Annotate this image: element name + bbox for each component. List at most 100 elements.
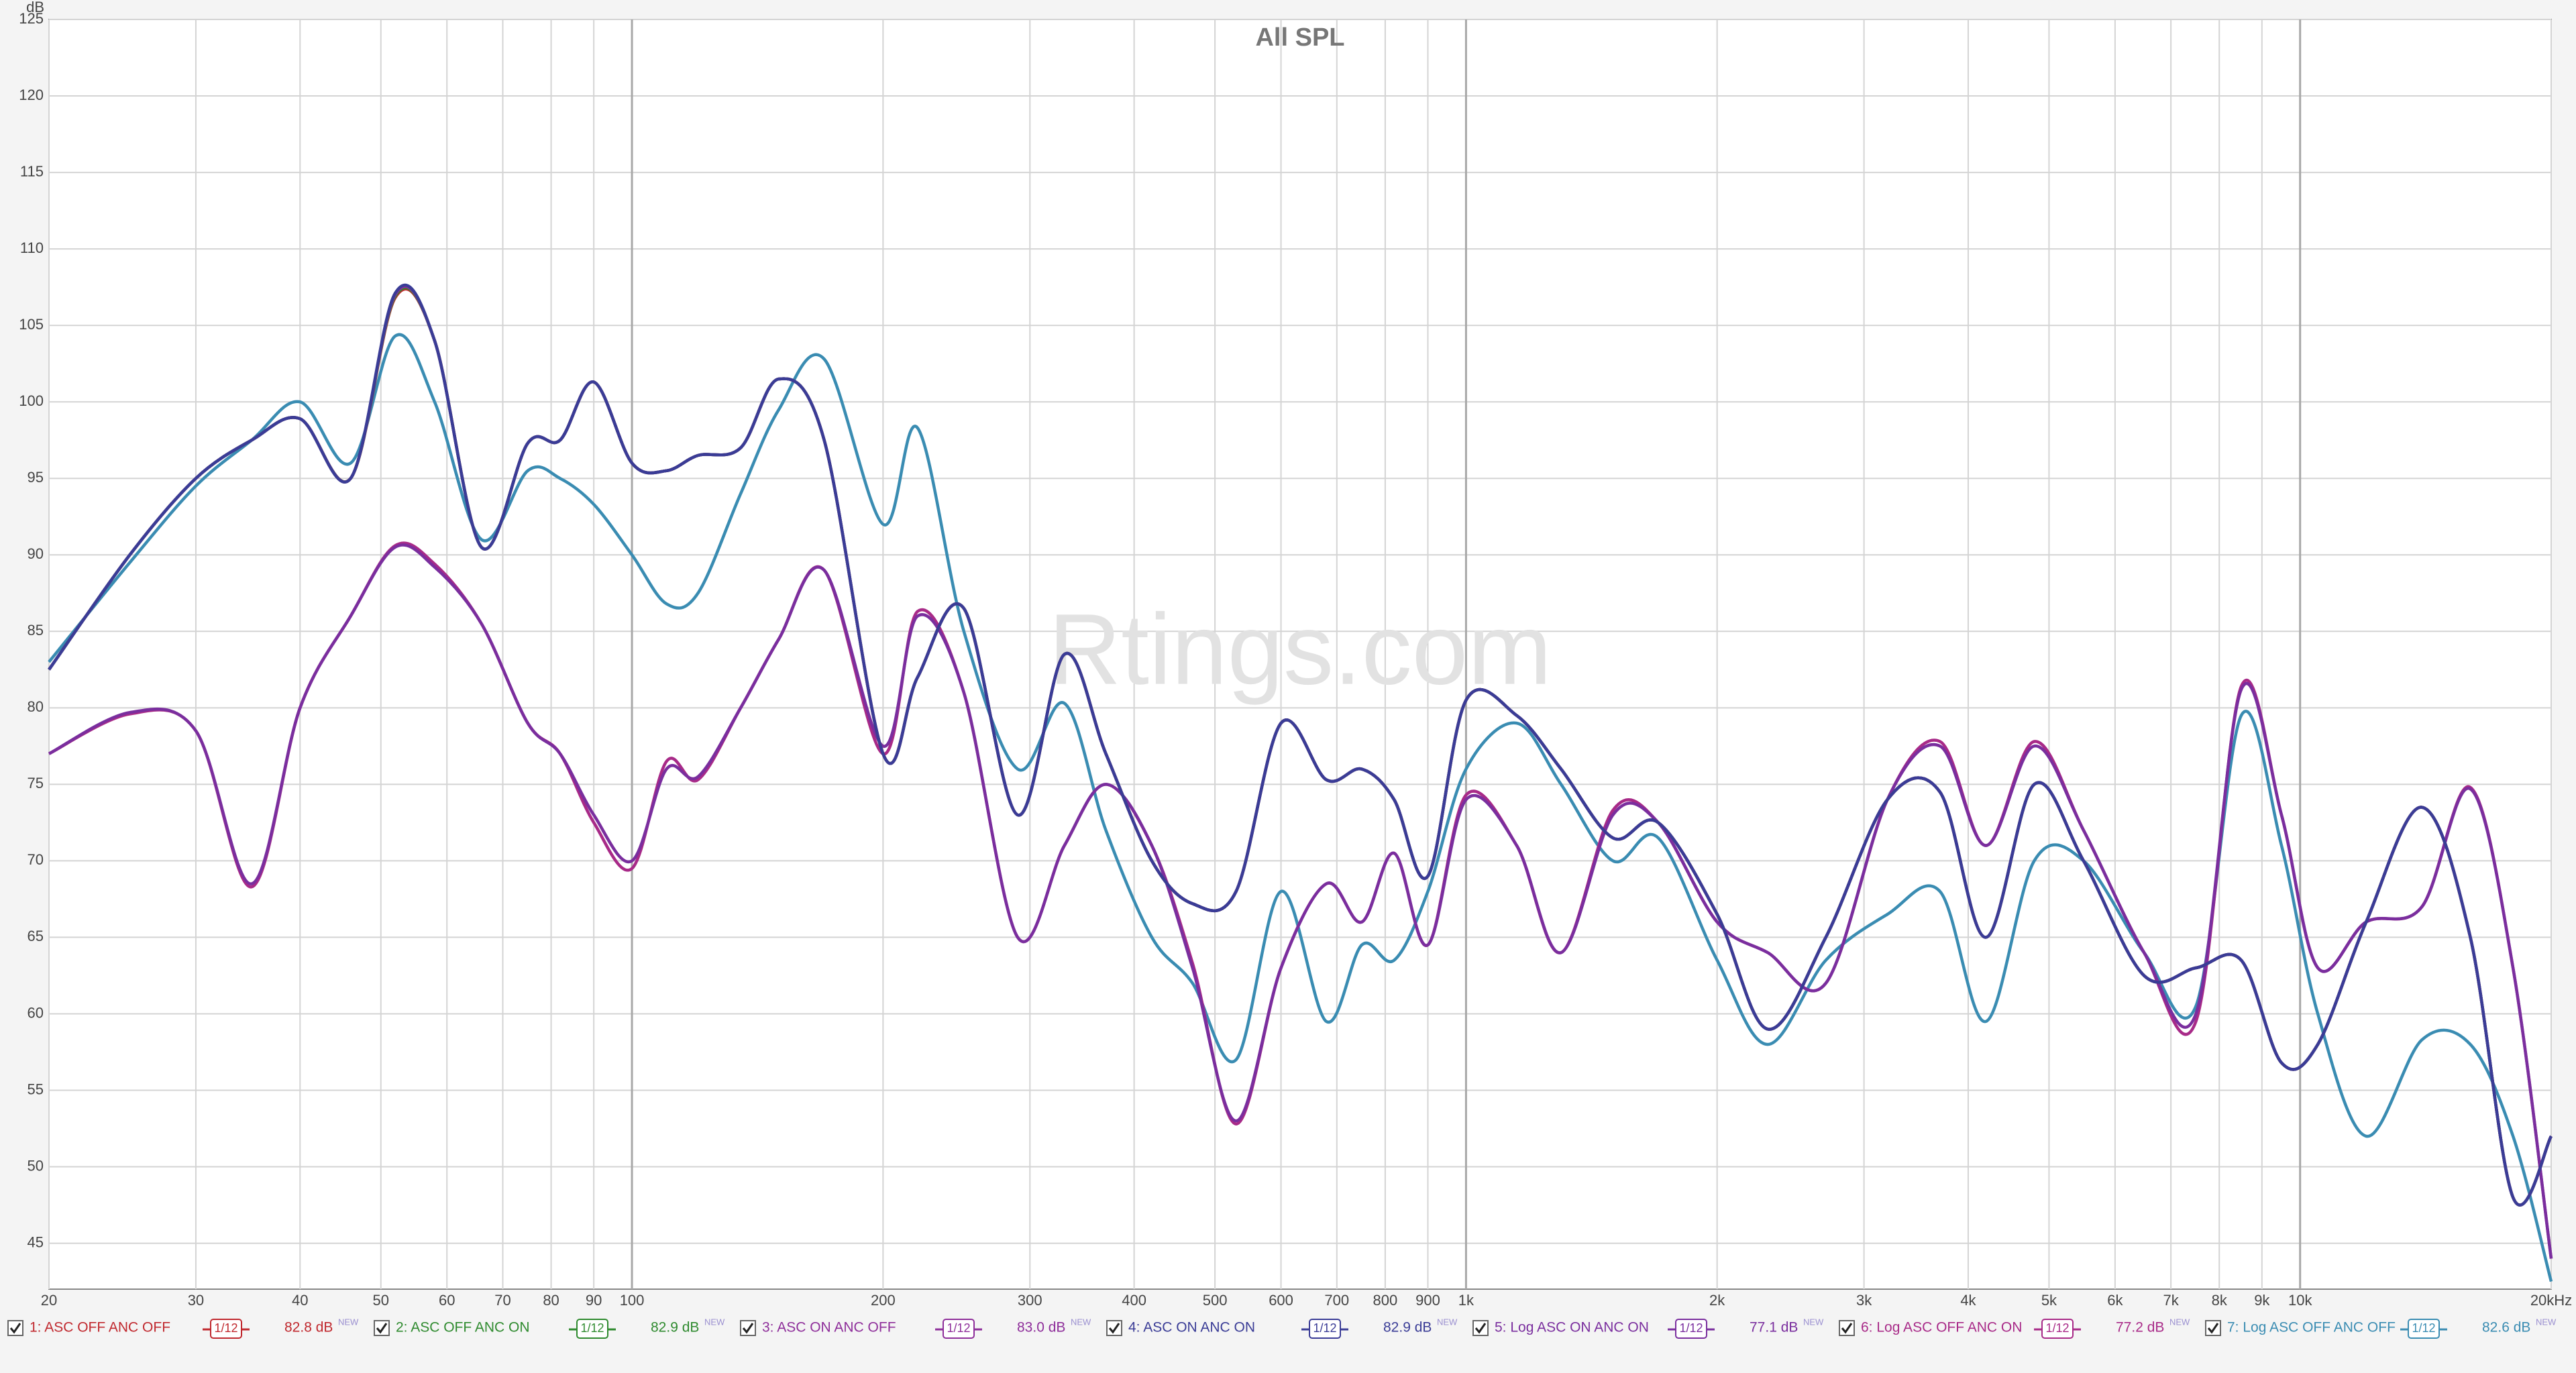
x-tick-label: 500 <box>1203 1292 1228 1309</box>
checkmark <box>1474 1323 1487 1334</box>
y-tick-label: 105 <box>19 316 44 333</box>
legend-label[interactable]: 5: Log ASC ON ANC ON <box>1495 1320 1649 1335</box>
legend-bar <box>0 1308 2576 1373</box>
checkmark <box>9 1323 21 1334</box>
y-tick-label: 80 <box>28 698 44 715</box>
plot-area <box>48 19 2552 1290</box>
level-label: 82.9 dB <box>651 1320 699 1335</box>
x-tick-label: 40 <box>292 1292 308 1309</box>
legend-checkbox[interactable] <box>2205 1320 2221 1336</box>
badge: NEW <box>2536 1317 2557 1327</box>
x-tick-label: 100 <box>620 1292 645 1309</box>
legend-label[interactable]: 4: ASC ON ANC ON <box>1128 1320 1255 1335</box>
series-line <box>48 283 2553 1207</box>
smoothing-box[interactable] <box>1675 1319 1707 1339</box>
x-tick-label: 7k <box>2163 1292 2179 1309</box>
level-label: 82.6 dB <box>2482 1320 2530 1335</box>
badge: NEW <box>704 1317 725 1327</box>
y-tick-label: 100 <box>19 392 44 409</box>
x-tick-label: 6k <box>2107 1292 2123 1309</box>
x-tick-label: 900 <box>1415 1292 1440 1309</box>
badge: NEW <box>2169 1317 2190 1327</box>
x-tick-label: 1k <box>1458 1292 1474 1309</box>
y-tick-label: 110 <box>20 239 44 256</box>
y-tick-label: 50 <box>28 1157 44 1174</box>
series-line <box>48 333 2553 1282</box>
x-tick-label: 20kHz <box>2530 1292 2572 1309</box>
x-tick-label: 50 <box>373 1292 389 1309</box>
curves <box>48 283 2553 1282</box>
x-tick-label: 5k <box>2041 1292 2057 1309</box>
x-tick-label: 300 <box>1018 1292 1042 1309</box>
smoothing-box[interactable] <box>2041 1319 2074 1339</box>
legend-checkbox[interactable] <box>1839 1320 1855 1336</box>
x-tick-label: 90 <box>586 1292 602 1309</box>
x-tick-label: 30 <box>188 1292 204 1309</box>
y-tick-label: 70 <box>28 851 44 868</box>
x-tick-label: 8k <box>2212 1292 2228 1309</box>
y-tick-label: 45 <box>28 1233 44 1250</box>
checkmark <box>742 1323 754 1334</box>
y-tick-label: 85 <box>28 622 44 639</box>
x-tick-label: 800 <box>1373 1292 1398 1309</box>
series-line <box>48 543 2553 1259</box>
y-tick-label: 115 <box>20 163 44 180</box>
smoothing-label[interactable]: 1/12 <box>1679 1321 1703 1335</box>
legend-label[interactable]: 6: Log ASC OFF ANC ON <box>1861 1320 2022 1335</box>
x-tick-label: 4k <box>1960 1292 1976 1309</box>
y-tick-label: 60 <box>28 1004 44 1021</box>
y-tick-label: 75 <box>28 775 44 791</box>
level-label: 77.2 dB <box>2116 1320 2164 1335</box>
legend-checkbox[interactable] <box>1106 1320 1122 1336</box>
legend-checkbox[interactable] <box>374 1320 390 1336</box>
x-tick-label: 60 <box>439 1292 455 1309</box>
level-label: 83.0 dB <box>1017 1320 1065 1335</box>
legend-label[interactable]: 1: ASC OFF ANC OFF <box>30 1320 170 1335</box>
checkmark <box>376 1323 388 1334</box>
smoothing-box[interactable] <box>576 1319 608 1339</box>
badge: NEW <box>1071 1317 1091 1327</box>
x-tick-label: 3k <box>1856 1292 1872 1309</box>
checkmark <box>2207 1323 2219 1334</box>
y-tick-label: 65 <box>28 928 44 944</box>
x-tick-label: 70 <box>494 1292 511 1309</box>
smoothing-label[interactable]: 1/12 <box>214 1321 237 1335</box>
x-tick-label: 200 <box>871 1292 896 1309</box>
legend-checkbox[interactable] <box>7 1320 23 1336</box>
level-label: 82.8 dB <box>284 1320 333 1335</box>
badge: NEW <box>1803 1317 1824 1327</box>
y-unit: dB <box>26 0 44 15</box>
smoothing-box[interactable] <box>1309 1319 1341 1339</box>
x-tick-label: 10k <box>2288 1292 2312 1309</box>
legend-checkbox[interactable] <box>1472 1320 1489 1336</box>
x-tick-label: 600 <box>1269 1292 1293 1309</box>
x-tick-label: 2k <box>1709 1292 1725 1309</box>
smoothing-label[interactable]: 1/12 <box>580 1321 604 1335</box>
smoothing-label[interactable]: 1/12 <box>947 1321 970 1335</box>
legend-label[interactable]: 7: Log ASC OFF ANC OFF <box>2227 1320 2396 1335</box>
y-tick-label: 95 <box>28 469 44 486</box>
x-tick-label: 20 <box>41 1292 57 1309</box>
legend: 1: ASC OFF ANC OFF 1/12 82.8 dB NEW 2: ASC O… <box>7 1317 2557 1339</box>
checkmark <box>1841 1323 1853 1334</box>
smoothing-label[interactable]: 1/12 <box>2412 1321 2435 1335</box>
level-label: 82.9 dB <box>1383 1320 1432 1335</box>
checkmark <box>1108 1323 1120 1334</box>
badge: NEW <box>1437 1317 1458 1327</box>
smoothing-box[interactable] <box>210 1319 242 1339</box>
smoothing-label[interactable]: 1/12 <box>1313 1321 1336 1335</box>
smoothing-box[interactable] <box>943 1319 975 1339</box>
smoothing-label[interactable]: 1/12 <box>2045 1321 2069 1335</box>
grid: 45 50 55 60 65 70 75 80 85 90 95 100 105 110 115 120 125… <box>19 10 2572 1309</box>
y-tick-label: 90 <box>28 545 44 562</box>
y-tick-label: 55 <box>28 1081 44 1097</box>
legend-label[interactable]: 3: ASC ON ANC OFF <box>762 1320 896 1335</box>
x-tick-label: 9k <box>2254 1292 2270 1309</box>
legend-label[interactable]: 2: ASC OFF ANC ON <box>396 1320 530 1335</box>
smoothing-box[interactable] <box>2408 1319 2440 1339</box>
legend-checkbox[interactable] <box>740 1320 756 1336</box>
x-tick-label: 400 <box>1122 1292 1146 1309</box>
watermark: Rtings.com <box>1049 593 1552 706</box>
